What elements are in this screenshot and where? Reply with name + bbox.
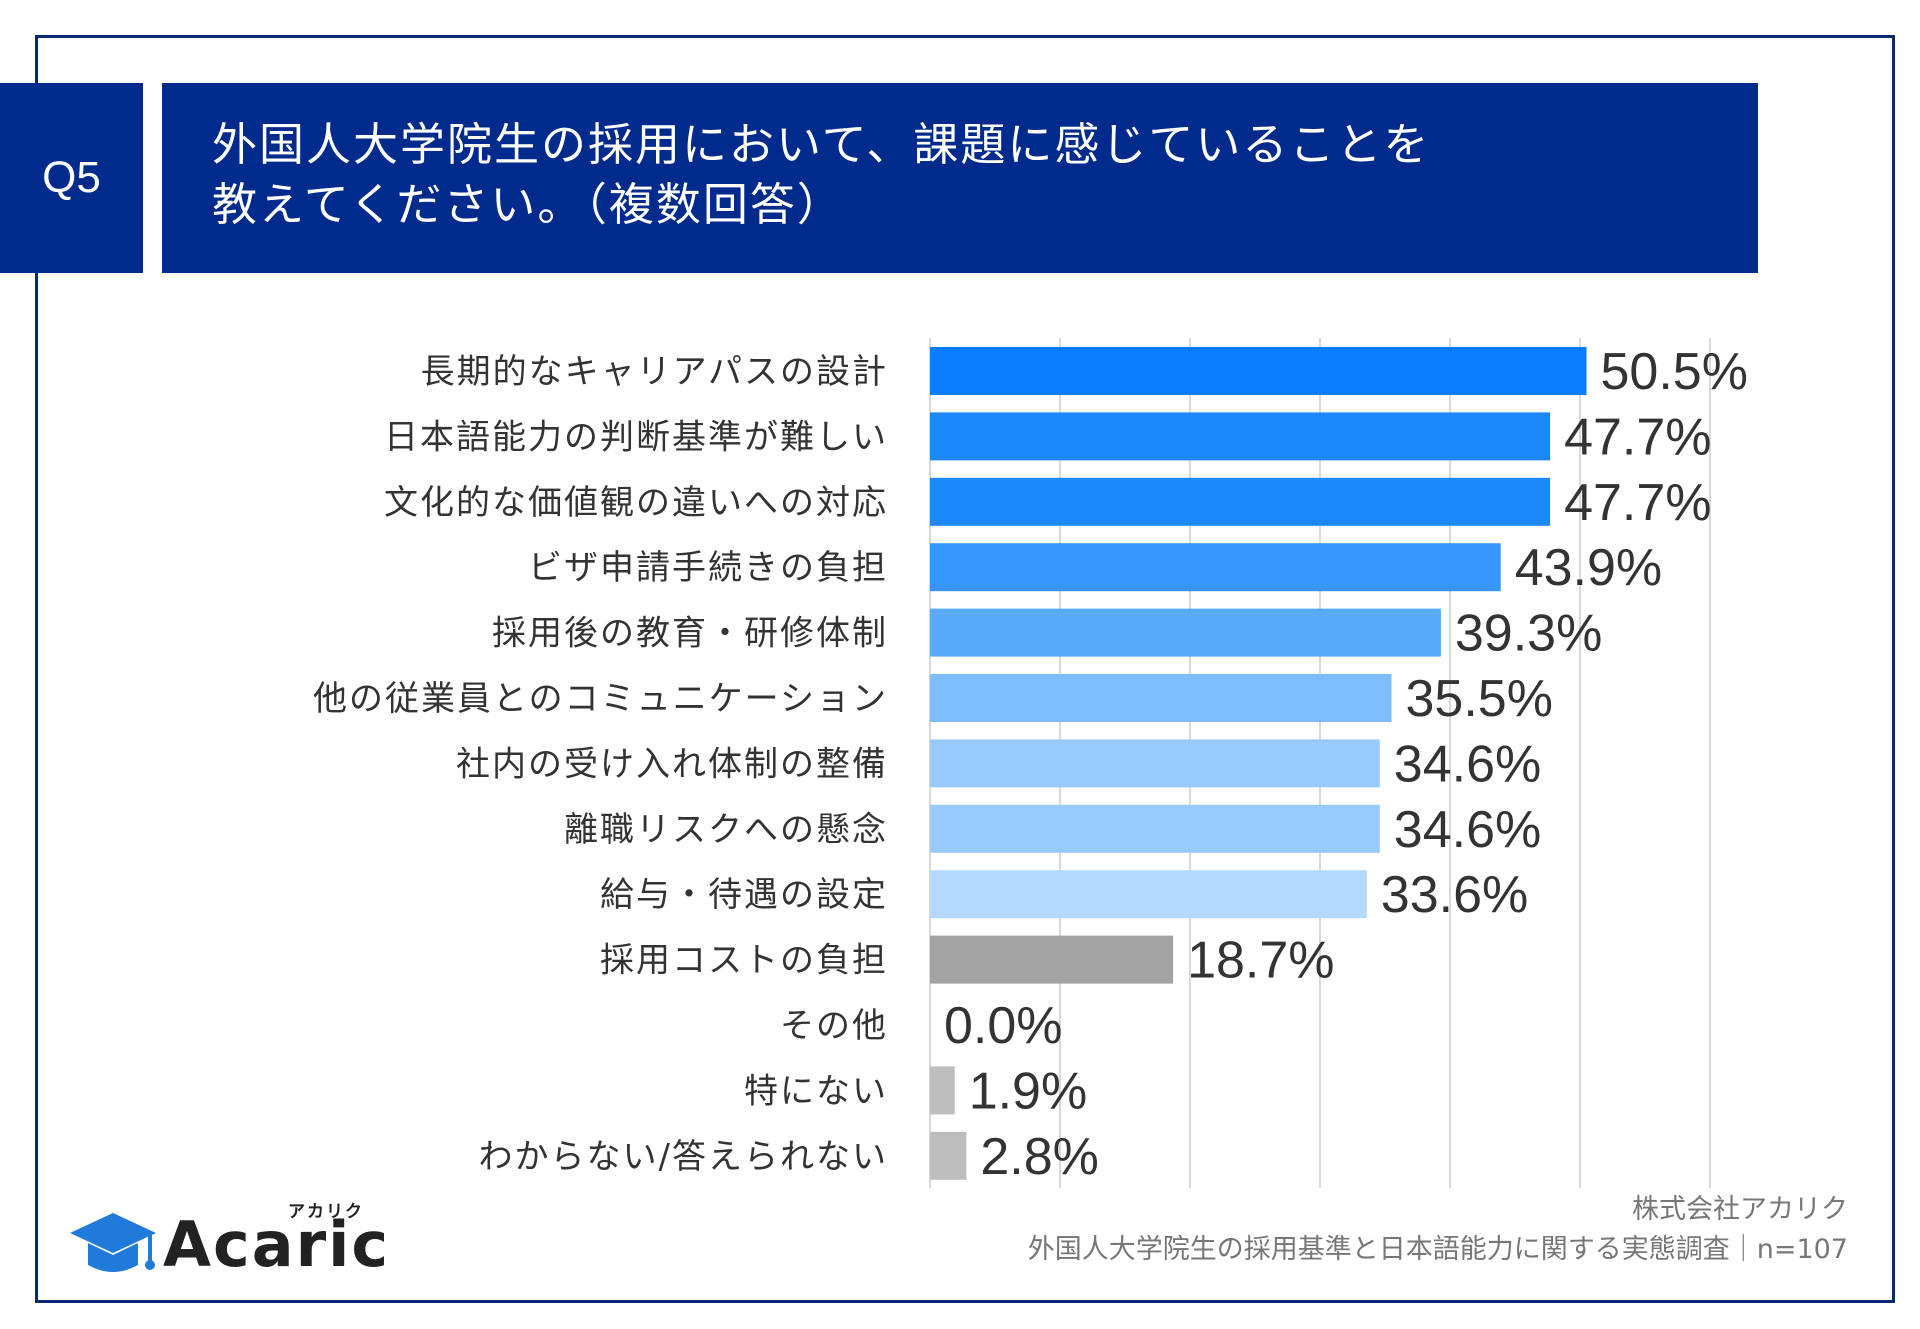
category-label: 採用コストの負担 <box>600 941 888 981</box>
bar <box>930 347 1587 395</box>
category-label: 給与・待遇の設定 <box>600 875 888 915</box>
bar <box>930 804 1380 853</box>
title-line-1: 外国人大学院生の採用において、課題に感じていることを <box>212 118 1431 171</box>
title-line-2: 教えてください。（複数回答） <box>212 178 844 231</box>
bar <box>930 608 1441 657</box>
graduation-cap-icon <box>70 1213 156 1272</box>
bar <box>930 1066 955 1115</box>
category-label: 文化的な価値観の違いへの対応 <box>384 483 888 523</box>
category-label: 採用後の教育・研修体制 <box>492 614 888 654</box>
source-note: 株式会社アカリク 外国人大学院生の採用基準と日本語能力に関する実態調査｜n=10… <box>1028 1190 1848 1270</box>
category-label: 他の従業員とのコミュニケーション <box>313 679 888 719</box>
bar <box>930 543 1501 592</box>
value-label: 1.9% <box>969 1062 1088 1120</box>
bar <box>930 412 1551 461</box>
value-label: 35.5% <box>1406 670 1553 728</box>
value-label: 0.0% <box>944 997 1063 1055</box>
value-label: 34.6% <box>1394 801 1541 859</box>
logo-text: Acaric <box>163 1208 391 1281</box>
value-label: 50.5% <box>1601 343 1748 401</box>
category-label: 長期的なキャリアパスの設計 <box>421 352 888 392</box>
category-label: 日本語能力の判断基準が難しい <box>384 417 888 457</box>
value-label: 2.8% <box>980 1128 1099 1186</box>
question-badge: Q5 <box>0 83 143 273</box>
bar <box>930 674 1392 722</box>
value-label: 18.7% <box>1187 932 1334 990</box>
value-label: 34.6% <box>1394 735 1541 793</box>
value-label: 43.9% <box>1515 539 1662 597</box>
bar <box>930 870 1367 919</box>
value-label: 33.6% <box>1381 866 1528 924</box>
bar <box>930 477 1551 526</box>
chart-frame <box>35 35 1895 1303</box>
logo-kana: アカリク <box>288 1202 364 1222</box>
category-label: その他 <box>780 1006 888 1046</box>
bar <box>930 935 1174 984</box>
value-label: 47.7% <box>1564 474 1711 532</box>
category-label: 特にない <box>744 1071 888 1111</box>
category-label: 離職リスクへの懸念 <box>564 810 888 850</box>
category-label: わからない/答えられない <box>479 1137 888 1177</box>
source-survey: 外国人大学院生の採用基準と日本語能力に関する実態調査｜n=107 <box>1027 1234 1848 1265</box>
bar <box>930 1131 967 1180</box>
category-label: ビザ申請手続きの負担 <box>528 548 888 588</box>
question-title: 外国人大学院生の採用において、課題に感じていることを 教えてください。（複数回答… <box>162 83 1758 273</box>
acaric-logo: Acaric アカリク <box>68 1202 388 1285</box>
value-label: 39.3% <box>1455 605 1602 663</box>
bar <box>930 739 1380 788</box>
category-label: 社内の受け入れ体制の整備 <box>456 744 888 784</box>
source-company: 株式会社アカリク <box>1632 1194 1848 1225</box>
value-label: 47.7% <box>1564 408 1711 466</box>
